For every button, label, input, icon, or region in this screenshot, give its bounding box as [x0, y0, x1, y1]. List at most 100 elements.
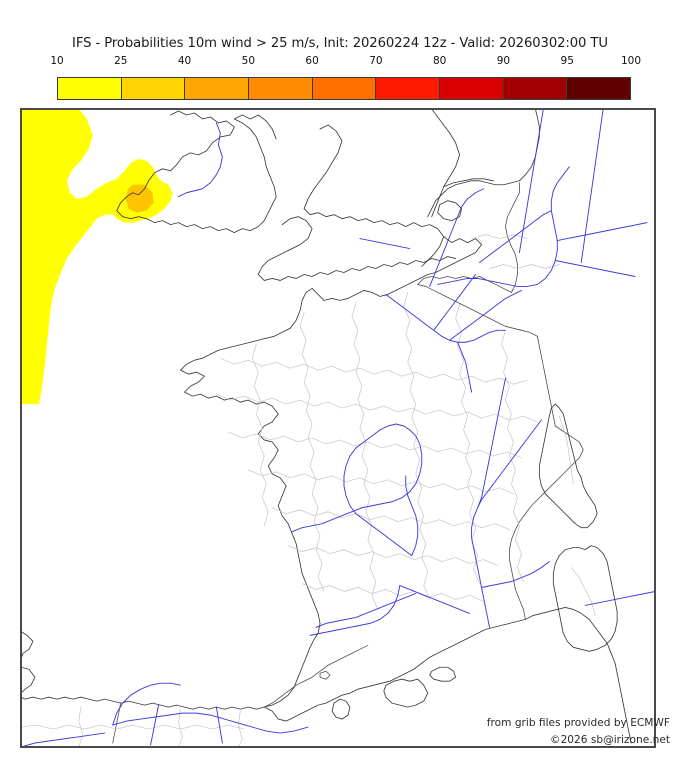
border-andorra [319, 670, 331, 680]
border-france-luxembourg-belgium [417, 284, 538, 337]
colorbar-swatch-strip [57, 77, 631, 100]
river-allier [405, 475, 419, 557]
coastline-denmark-german-bight [519, 109, 540, 182]
river-ebro-upper [112, 682, 181, 726]
page-title: IFS - Probabilities 10m wind > 25 m/s, I… [72, 36, 608, 51]
river-loire [291, 423, 423, 557]
admin-line-fr-2 [216, 393, 538, 423]
river-spain-north-2 [215, 706, 223, 744]
coastline-spain-galicia [21, 666, 36, 694]
admin-line-nl-1 [471, 234, 528, 239]
river-spain-north-1 [150, 704, 160, 746]
colorbar-segment-95-100 [567, 78, 631, 99]
admin-line-fr-v4 [403, 292, 431, 600]
river-seine [385, 293, 506, 343]
weather-map[interactable] [20, 108, 656, 748]
river-tarn [399, 585, 471, 614]
river-neckar [554, 260, 636, 277]
river-po [584, 591, 655, 606]
national-borders-layer [112, 182, 584, 744]
admin-line-fr-4 [247, 469, 514, 495]
colorbar-tick-2: 40 [177, 55, 192, 67]
river-oise [433, 274, 477, 331]
map-canvas [21, 109, 655, 747]
admin-line-fr-v2 [299, 312, 325, 592]
colorbar-segment-10-25 [58, 78, 122, 99]
coastline-spain-north [21, 696, 265, 710]
coastline-spain-galicia-rias [21, 630, 34, 660]
coastline-ireland-north [233, 114, 277, 140]
admin-line-es-v2 [178, 708, 183, 747]
coastline-ireland [116, 110, 277, 234]
border-france-germany-rhine [536, 335, 556, 427]
admin-line-sardinia [570, 567, 596, 616]
river-durance [481, 561, 550, 588]
coastline-france-mediterranean [263, 618, 526, 722]
colorbar-tick-1: 25 [114, 55, 128, 67]
colorbar-tick-8: 95 [560, 55, 574, 67]
coastline-britain-southwest [257, 216, 393, 281]
river-rhone [471, 419, 542, 628]
border-spain-portugal [112, 702, 122, 744]
border-france-switzerland [542, 425, 584, 495]
coastline-britain-north [431, 109, 461, 218]
coastline-ijsselmeer [437, 200, 463, 222]
river-rhine [437, 166, 570, 287]
coastline-britain-west [303, 124, 407, 228]
coastline-menorca [429, 666, 457, 682]
coastline-wadden [443, 178, 494, 188]
admin-boundaries-layer [21, 234, 596, 747]
colorbar-tick-5: 70 [369, 55, 383, 67]
coastline-sardinia [552, 545, 618, 652]
colorbar-tick-labels: 10 25 40 50 60 70 80 90 95 100 [50, 55, 641, 71]
shaded-region-ireland-kerry-inner [125, 184, 154, 213]
coastline-italy-liguria [524, 607, 632, 744]
admin-line-fr-7 [301, 583, 484, 602]
shaded-region-10-25 [21, 109, 173, 405]
river-ebro [112, 712, 309, 734]
colorbar-tick-6: 80 [432, 55, 447, 67]
coastline-britain-southcoast [391, 256, 457, 267]
river-dordogne [315, 593, 417, 628]
admin-line-fr-v1 [251, 343, 269, 527]
river-shannon [178, 122, 223, 198]
admin-line-es-v1 [78, 706, 84, 747]
river-weser-east [580, 109, 604, 263]
coastline-layer [21, 109, 632, 744]
admin-line-fr-1 [220, 357, 528, 385]
coastline-britain-east [405, 222, 445, 267]
coastline-france-aquitaine [263, 632, 319, 708]
colorbar-segment-60-70 [312, 78, 377, 99]
coastline-france-normandy [323, 236, 482, 301]
colorbar-tick-7: 90 [496, 55, 511, 67]
river-yonne [457, 341, 473, 393]
admin-line-corsica [558, 415, 574, 485]
admin-line-fr-v3 [351, 302, 379, 610]
river-moselle [479, 210, 552, 263]
colorbar-segment-25-40 [121, 78, 186, 99]
border-belgium-netherlands [417, 276, 512, 293]
admin-line-es-v3 [237, 710, 243, 747]
river-marne [449, 289, 522, 341]
river-saone [477, 377, 506, 509]
rivers-layer [21, 109, 655, 747]
border-france-italy-alps [509, 493, 544, 620]
colorbar-tick-4: 60 [305, 55, 319, 67]
admin-line-fr-3 [227, 431, 522, 459]
colorbar-tick-3: 50 [241, 55, 256, 67]
colorbar-segment-70-80 [376, 78, 441, 99]
river-thames [359, 238, 411, 250]
admin-line-es-1 [21, 724, 245, 730]
river-meuse [429, 188, 485, 287]
admin-line-fr-5 [271, 507, 510, 531]
colorbar-segment-50-60 [249, 78, 313, 99]
river-main [556, 222, 648, 242]
coastline-netherlands [427, 180, 520, 218]
admin-line-fr-v5 [455, 304, 480, 584]
coastline-ibiza [331, 698, 351, 720]
coastline-corsica [538, 403, 598, 529]
colorbar-segment-40-50 [185, 78, 250, 99]
colorbar-segment-90-95 [503, 78, 568, 99]
admin-line-fr-6 [287, 545, 498, 566]
admin-line-fr-v6 [501, 329, 524, 582]
